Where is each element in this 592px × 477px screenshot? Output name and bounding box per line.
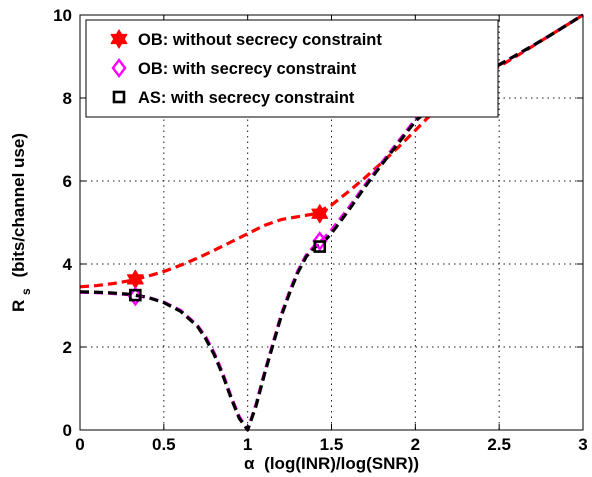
marker-layer	[126, 204, 329, 307]
series-1-marker	[311, 204, 329, 224]
legend-item: OB: without secrecy constraint	[110, 29, 382, 49]
series-line-1	[79, 13, 584, 289]
x-tick-label: 1.5	[320, 435, 344, 454]
y-axis-label-unit: (bits/channel use)	[9, 133, 28, 278]
x-tick-label: 0.5	[152, 435, 176, 454]
series-1-marker	[126, 269, 144, 289]
y-axis-label: R s (bits/channel use)	[9, 133, 34, 312]
y-tick-label: 4	[63, 255, 73, 274]
x-axis-label-text: (log(INR)/log(SNR))	[264, 454, 419, 473]
x-axis-label-symbol: α	[244, 454, 255, 473]
y-tick-label: 10	[53, 6, 72, 25]
series-3-marker	[129, 288, 142, 302]
legend-label: AS: with secrecy constraint	[138, 89, 355, 107]
x-tick-label: 3	[578, 435, 587, 454]
legend-label: OB: with secrecy constraint	[138, 60, 357, 78]
legend-diamond-marker	[111, 58, 127, 78]
legend-hexagram-marker	[110, 29, 128, 49]
legend-item: AS: with secrecy constraint	[112, 89, 355, 107]
series-3-marker	[313, 240, 327, 253]
legend-label: OB: without secrecy constraint	[138, 31, 382, 49]
x-tick-label: 0	[75, 435, 84, 454]
legend-square-marker	[112, 90, 126, 104]
x-tick-label: 2.5	[487, 435, 511, 454]
series-2-marker	[312, 231, 328, 252]
y-tick-label: 0	[63, 421, 72, 440]
y-axis-label-sub: s	[19, 288, 33, 295]
x-axis-label: α (log(INR)/log(SNR))	[244, 454, 419, 473]
legend-item: OB: with secrecy constraint	[111, 58, 357, 78]
y-tick-label: 6	[63, 172, 72, 191]
y-axis-label-main: R	[9, 300, 28, 312]
y-tick-label: 2	[63, 338, 72, 357]
x-tick-label: 2	[411, 435, 420, 454]
y-tick-label: 8	[63, 89, 72, 108]
legend-box	[85, 19, 499, 118]
legend: OB: without secrecy constraint OB: with s…	[85, 19, 499, 118]
x-tick-label: 1	[243, 435, 252, 454]
